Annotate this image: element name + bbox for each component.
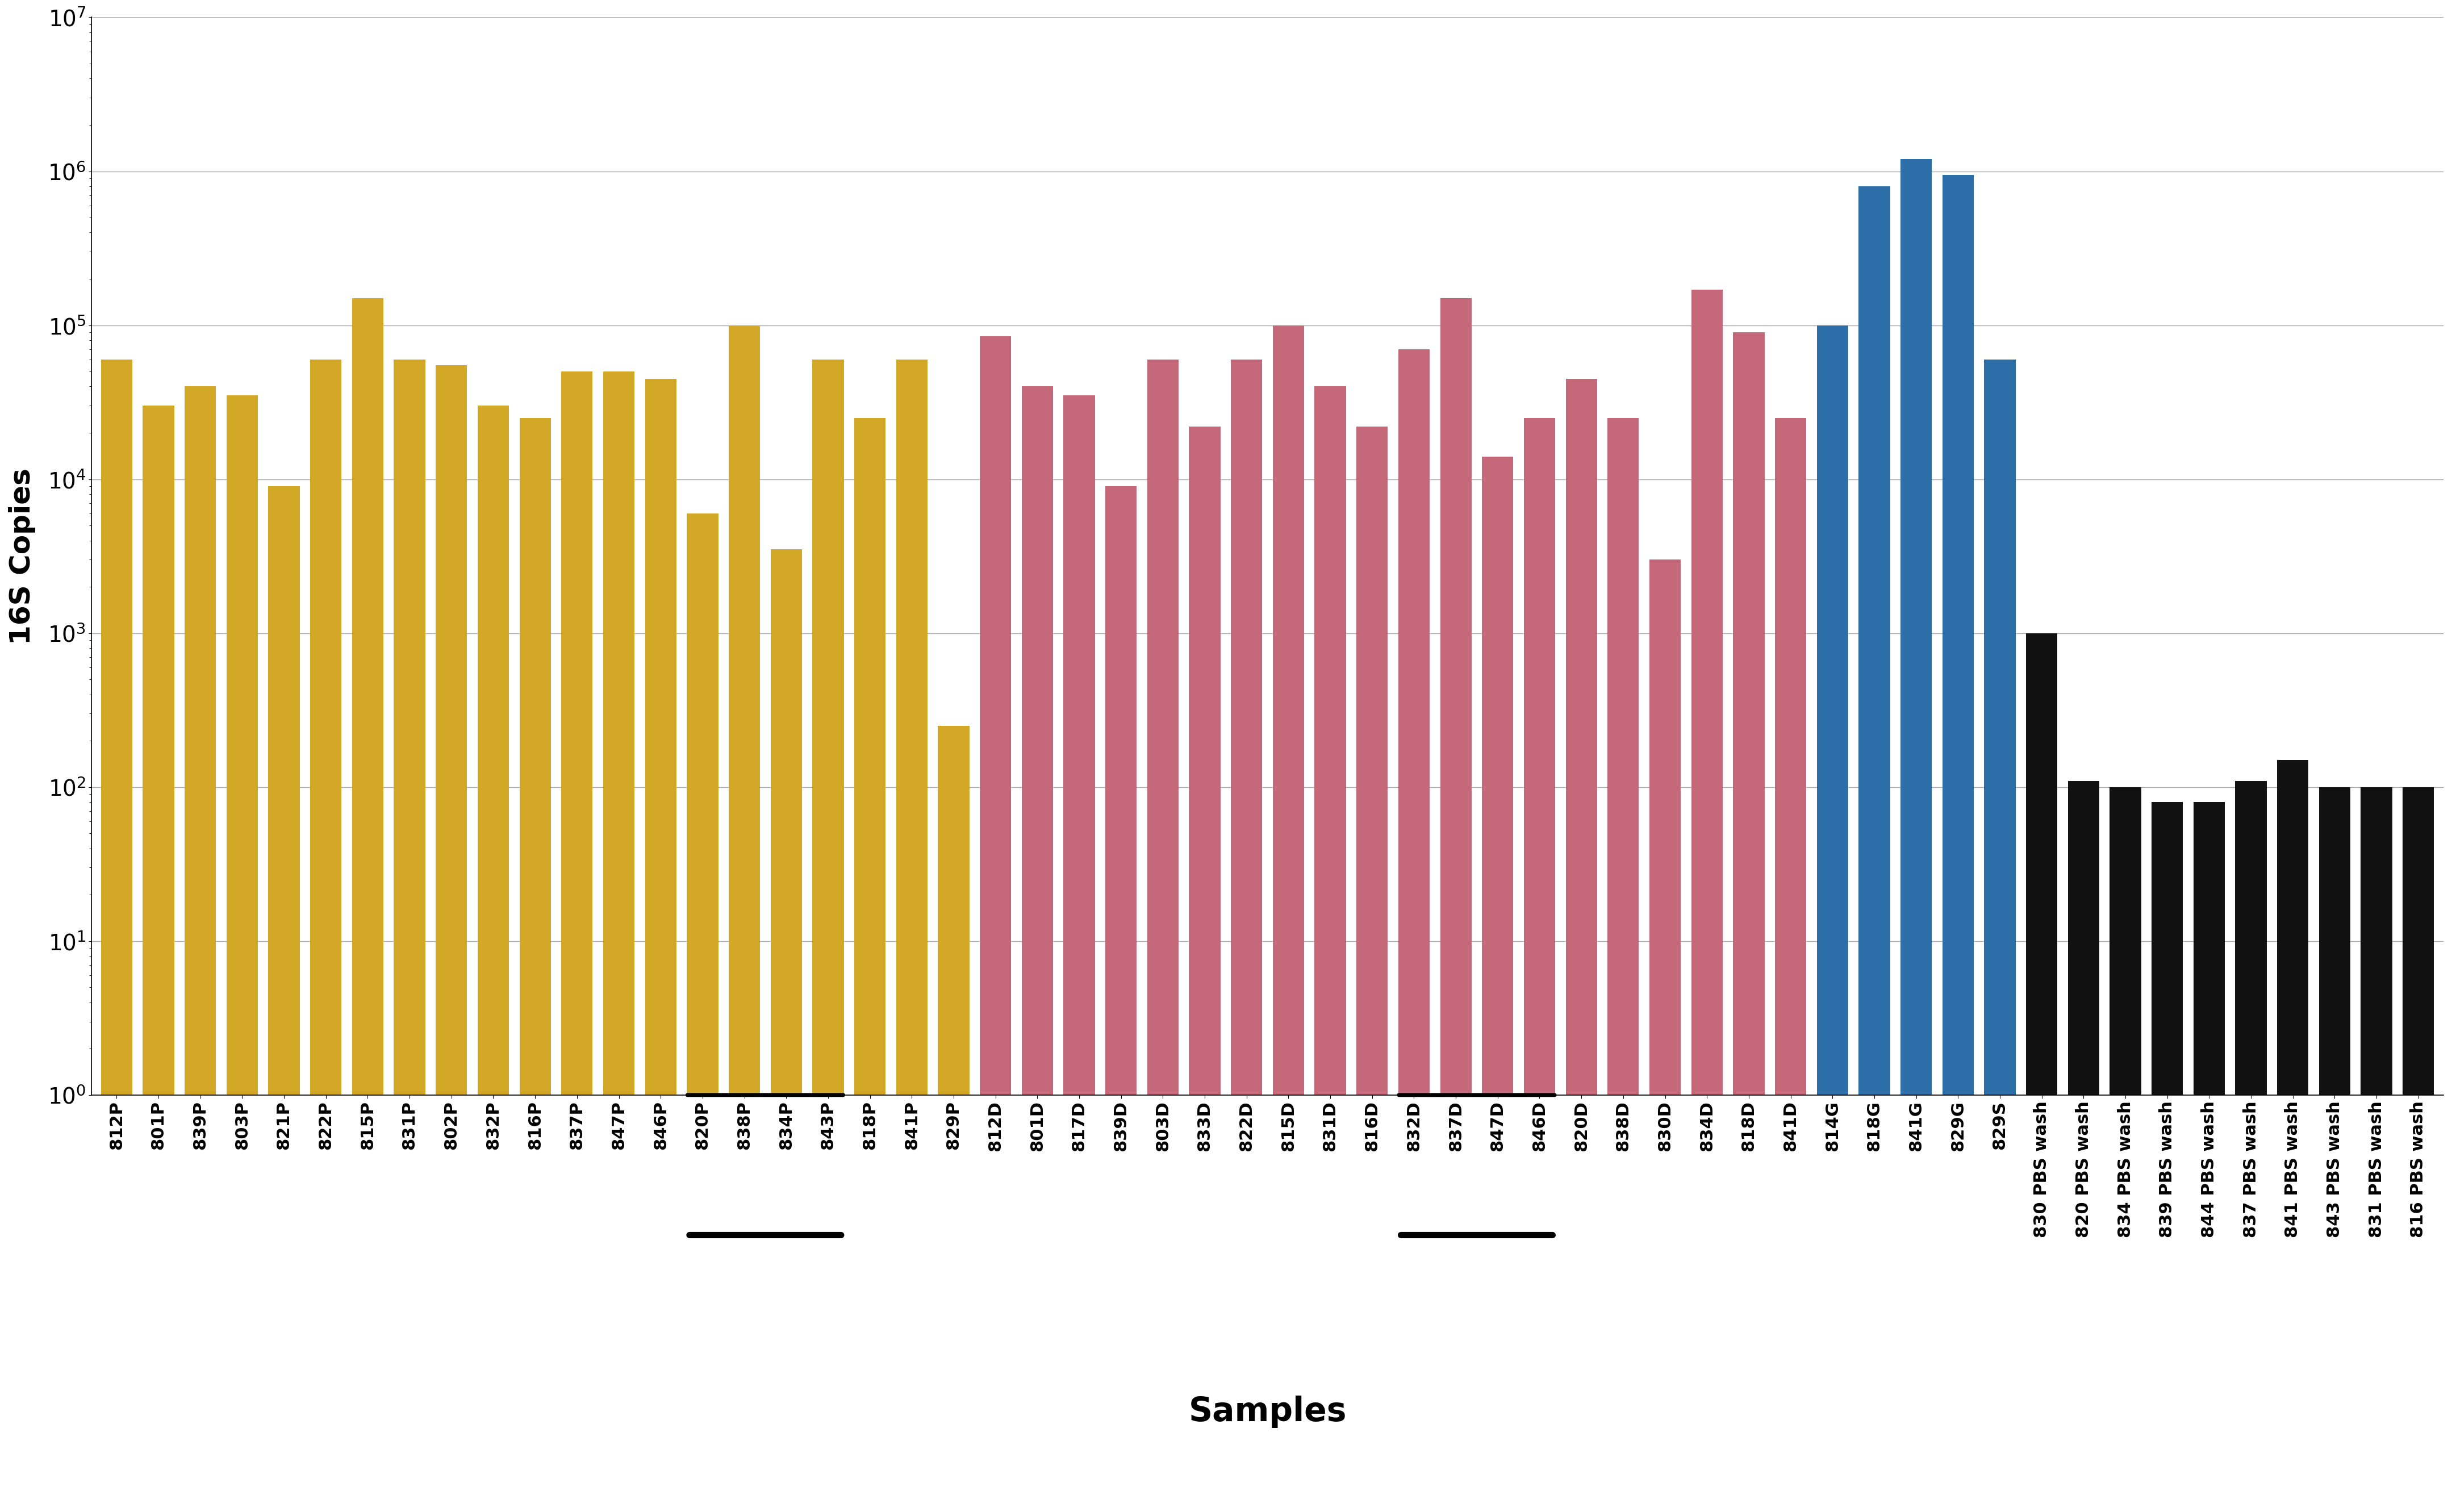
- Bar: [478, 405, 510, 1512]
- Bar: [728, 325, 760, 1512]
- Bar: [2278, 761, 2307, 1512]
- Bar: [2067, 780, 2099, 1512]
- Y-axis label: 16S Copies: 16S Copies: [7, 467, 37, 644]
- Bar: [1356, 426, 1388, 1512]
- Bar: [142, 405, 174, 1512]
- Bar: [311, 360, 341, 1512]
- Bar: [1523, 417, 1555, 1512]
- Bar: [1106, 487, 1138, 1512]
- Bar: [1650, 559, 1680, 1512]
- Bar: [1734, 333, 1765, 1512]
- Bar: [812, 360, 843, 1512]
- Bar: [1692, 290, 1724, 1512]
- Bar: [1189, 426, 1221, 1512]
- Bar: [1481, 457, 1513, 1512]
- Bar: [436, 366, 468, 1512]
- Bar: [981, 336, 1010, 1512]
- Bar: [1609, 417, 1638, 1512]
- Bar: [1439, 298, 1471, 1512]
- Bar: [353, 298, 383, 1512]
- Bar: [1231, 360, 1263, 1512]
- Bar: [2025, 634, 2057, 1512]
- Bar: [1900, 159, 1932, 1512]
- Bar: [939, 726, 969, 1512]
- Bar: [2320, 788, 2351, 1512]
- Bar: [2150, 801, 2182, 1512]
- Bar: [2403, 788, 2435, 1512]
- Bar: [184, 387, 216, 1512]
- Bar: [603, 372, 635, 1512]
- Bar: [2236, 780, 2266, 1512]
- Bar: [2109, 788, 2141, 1512]
- Bar: [1817, 325, 1849, 1512]
- Bar: [645, 378, 677, 1512]
- Bar: [101, 360, 132, 1512]
- Bar: [687, 514, 718, 1512]
- Bar: [1775, 417, 1807, 1512]
- Bar: [395, 360, 424, 1512]
- Bar: [853, 417, 885, 1512]
- Bar: [1859, 186, 1890, 1512]
- Bar: [1942, 175, 1974, 1512]
- Bar: [770, 549, 802, 1512]
- Bar: [1314, 387, 1346, 1512]
- Bar: [895, 360, 927, 1512]
- Bar: [520, 417, 552, 1512]
- X-axis label: Samples: Samples: [1189, 1396, 1346, 1427]
- Bar: [226, 396, 257, 1512]
- Bar: [1567, 378, 1596, 1512]
- Bar: [267, 487, 299, 1512]
- Bar: [1273, 325, 1304, 1512]
- Bar: [1398, 349, 1430, 1512]
- Bar: [2361, 788, 2393, 1512]
- Bar: [1148, 360, 1179, 1512]
- Bar: [1064, 396, 1096, 1512]
- Bar: [1022, 387, 1052, 1512]
- Bar: [1984, 360, 2016, 1512]
- Bar: [2195, 801, 2224, 1512]
- Bar: [562, 372, 593, 1512]
